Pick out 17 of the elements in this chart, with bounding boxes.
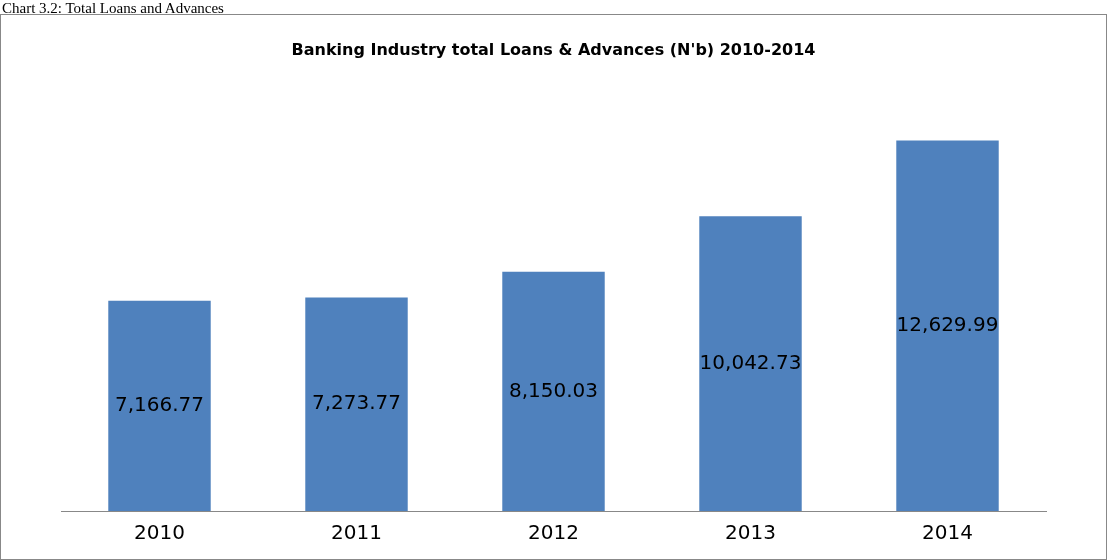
data-label: 10,042.73 xyxy=(699,349,802,374)
data-label: 7,166.77 xyxy=(114,392,205,417)
bar xyxy=(502,271,605,511)
bar xyxy=(108,300,211,511)
data-label: 7,273.77 xyxy=(311,390,402,415)
x-tick-label: 2012 xyxy=(528,520,579,545)
bar xyxy=(896,140,999,511)
x-tick-label: 2011 xyxy=(331,520,382,545)
x-tick-label: 2014 xyxy=(922,520,973,545)
chart-title: Banking Industry total Loans & Advances (N'b) 2010-2014 xyxy=(291,39,816,59)
caption: Chart 3.2: Total Loans and Advances xyxy=(2,0,224,17)
bar xyxy=(699,216,802,511)
x-tick-label: 2013 xyxy=(725,520,776,545)
data-label: 12,629.99 xyxy=(896,311,999,336)
x-tick-label: 2010 xyxy=(134,520,185,545)
bar xyxy=(305,297,408,511)
data-label: 8,150.03 xyxy=(508,377,599,402)
